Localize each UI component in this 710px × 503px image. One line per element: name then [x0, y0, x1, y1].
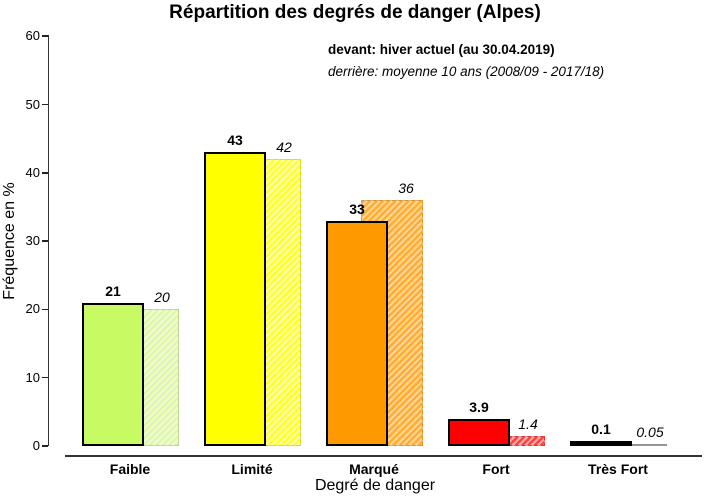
bar-value-back-3: 1.4: [518, 416, 538, 433]
bar-value-back-4: 0.05: [636, 424, 664, 440]
x-axis-title: Degré de danger: [314, 477, 436, 494]
bar-front-4: [570, 441, 632, 446]
bar-value-front-3: 3.9: [469, 399, 489, 416]
category-label-2: Marqué: [349, 461, 399, 477]
y-axis-tick-label: 60: [25, 28, 40, 44]
y-axis-line: [47, 35, 49, 446]
chart-title: Répartition des degrés de danger (Alpes): [169, 2, 541, 23]
bar-value-front-0: 21: [105, 282, 121, 299]
bar-value-front-2: 33: [349, 200, 365, 217]
y-axis-tick: [41, 445, 48, 447]
y-axis-tick: [41, 172, 48, 174]
bar-value-front-1: 43: [227, 132, 243, 149]
bar-front-1: [204, 152, 266, 446]
bar-value-front-4: 0.1: [591, 421, 611, 437]
y-axis-tick: [41, 240, 48, 242]
y-axis-tick-label: 0: [32, 438, 40, 453]
bar-value-back-2: 36: [398, 180, 414, 197]
y-axis-tick-label: 20: [25, 301, 40, 317]
bar-front-2: [326, 220, 388, 446]
y-axis-tick-label: 50: [25, 96, 40, 112]
y-axis-tick: [41, 376, 48, 379]
bar-front-0: [82, 302, 144, 446]
category-label-1: Limité: [231, 461, 273, 477]
bar-value-back-1: 42: [276, 139, 292, 156]
y-axis-tick: [41, 103, 48, 106]
y-axis-tick-label: 30: [25, 233, 40, 249]
legend-back-series-label: derrière: moyenne 10 ans (2008/09 - 2017…: [328, 64, 605, 79]
category-label-0: Faible: [109, 461, 151, 477]
category-label-3: Fort: [482, 461, 510, 477]
bar-front-3: [448, 419, 510, 446]
category-label-4: Très Fort: [588, 461, 648, 477]
y-axis-tick: [41, 308, 48, 311]
bar-value-back-0: 20: [154, 289, 170, 306]
y-axis-tick-label: 10: [25, 369, 40, 385]
legend-front-series-label: devant: hiver actuel (au 30.04.2019): [328, 42, 555, 57]
x-axis-line: [65, 455, 702, 457]
y-axis-tick: [41, 35, 48, 37]
y-axis-tick-label: 40: [25, 164, 40, 180]
